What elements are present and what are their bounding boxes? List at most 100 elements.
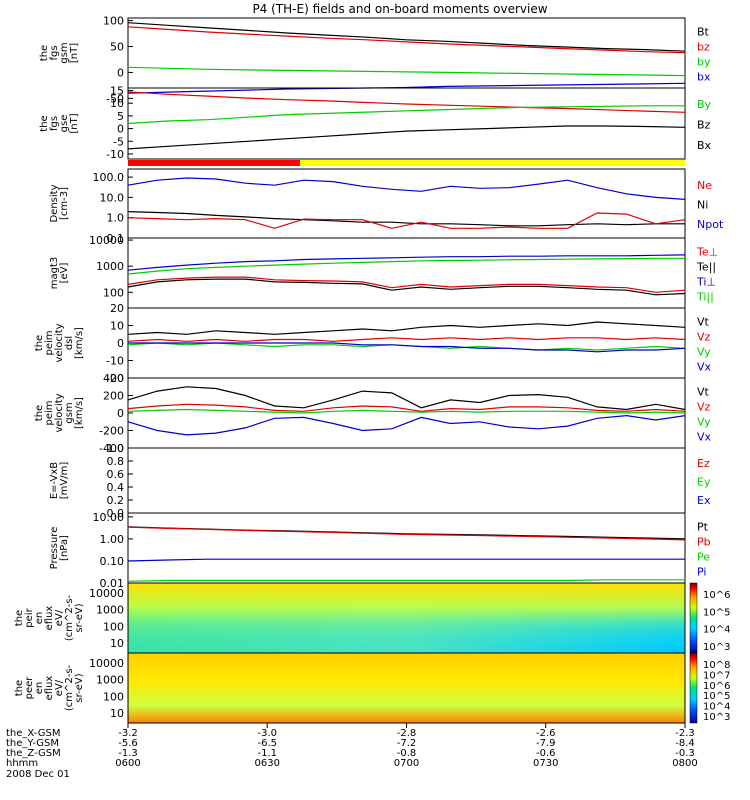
series-Ne (127, 212, 686, 229)
spectrograms-group (127, 582, 698, 724)
panel-fgs_gsm: 100 50 0 -50 the fgs gsm [nT] Bt bz by bx (39, 15, 711, 106)
x-tick-label: 0630 (255, 758, 280, 769)
y-tick-label: 0.4 (107, 481, 125, 494)
y-tick-label: 10 (110, 320, 124, 333)
legend-Ey: Ey (697, 476, 711, 489)
x-tick-label: -5.6 (118, 738, 138, 749)
spectrogram-axes-peir: 10000 1000 100 10 the peir en eflux eV/(cm^2-s-s… (14, 587, 730, 653)
y-tick-label: -5 (113, 135, 124, 148)
legend-Vx: Vx (697, 361, 712, 374)
spectrogram-axes-peer: 10000 1000 100 10 the peer en eflux eV/(cm^2-s-s… (14, 657, 730, 723)
y-axis-label: en (34, 682, 45, 695)
y-tick-label: -10 (106, 148, 124, 161)
colorbar-tick-label: 10^3 (703, 712, 730, 723)
x-axis-row-label: the_Z-GSM (6, 748, 61, 759)
y-tick-label: 100 (103, 286, 124, 299)
y-tick-label: 100.0 (93, 171, 125, 184)
series-Pe (127, 579, 685, 582)
y-tick-label: 10000 (89, 657, 124, 670)
legend-Ex: Ex (697, 494, 711, 507)
y-tick-label: 0 (117, 123, 124, 136)
panel-density: 100.0 10.0 1.0 0.1 Density [cm-3] Ne Ni Npot (49, 168, 724, 245)
series-Vt (127, 386, 686, 411)
y-axis-label: gsm (64, 402, 75, 423)
x-axis-row-label: the_Y-GSM (6, 738, 59, 749)
legend-Vt: Vt (697, 316, 710, 329)
x-tick-label: -0.6 (536, 748, 556, 759)
series-Ti|| (127, 257, 685, 275)
x-axis: the_X-GSM -3.2 -3.0 -2.8 -2.6 -2.3 the_Y-GSM -5… (6, 723, 698, 769)
legend-Vt: Vt (697, 386, 710, 399)
y-tick-label: 0.01 (100, 577, 125, 590)
status-bar-yellow (300, 160, 685, 166)
y-tick-label: 0 (117, 337, 124, 350)
y-tick-label: 400 (103, 372, 124, 385)
colorbar-tick-label: 10^6 (703, 590, 730, 601)
panel-frame (127, 237, 686, 309)
series-Vx (128, 342, 686, 353)
y-tick-label: 10 (110, 97, 124, 110)
y-axis-label: eV/ (54, 679, 65, 696)
y-tick-label: -50 (106, 92, 124, 105)
y-axis-label: the (34, 335, 45, 351)
x-axis-row-label: the_X-GSM (6, 728, 60, 739)
legend-Ti||: Ti|| (696, 291, 714, 304)
y-axis-label: peim (44, 330, 55, 355)
y-axis-label: eV/ (54, 609, 65, 626)
y-axis-label: eflux (44, 606, 55, 631)
legend-Ni: Ni (697, 199, 708, 212)
y-axis-label: [mV/m] (59, 462, 70, 500)
y-axis-label: the (39, 45, 50, 61)
status-bar (128, 160, 685, 166)
legend-Te⊥: Te⊥ (696, 246, 718, 259)
panel-peim_dsl: 20 10 0 -10 -20 the peim velocity dsl [km/s] Vt Vz V… (34, 302, 712, 385)
y-axis-label: the (39, 115, 50, 131)
y-axis-label: [cm-3] (59, 187, 70, 220)
y-axis-label: (cm^2-s- (64, 664, 75, 711)
legend-Te||: Te|| (696, 261, 716, 274)
y-axis-label: E=-VxB (49, 462, 60, 499)
colorbar-tick-label: 10^5 (703, 607, 730, 618)
colorbar-tick-label: 10^5 (703, 691, 730, 702)
legend-Npot: Npot (697, 218, 724, 231)
y-tick-label: 5 (117, 110, 124, 123)
series-Pt (127, 526, 686, 540)
legend-By: By (697, 98, 712, 111)
y-axis-label: fgs (49, 45, 60, 60)
legend-by: by (697, 56, 711, 69)
series-Te|| (127, 278, 686, 296)
colorbar-tick-label: 10^4 (703, 702, 730, 713)
x-axis-row-label: hhmm (6, 758, 38, 769)
series-Pi (127, 558, 685, 562)
x-tick-label: -0.3 (675, 748, 695, 759)
y-tick-label: 0.6 (107, 468, 125, 481)
y-axis-label: the (14, 680, 25, 696)
y-axis-label: [nT] (69, 113, 80, 133)
y-tick-label: 0.1 (107, 232, 125, 245)
colorbar-tick-label: 10^8 (703, 660, 730, 671)
legend-Vz: Vz (697, 401, 711, 414)
series-Pb (127, 526, 686, 541)
series-Vt (127, 321, 686, 335)
x-tick-label: -1.3 (118, 748, 138, 759)
y-axis-label: Density (49, 184, 60, 222)
y-tick-label: 10000 (89, 234, 124, 247)
y-tick-label: 10.0 (100, 191, 125, 204)
y-axis-label: peir (24, 607, 35, 627)
y-tick-label: 10 (110, 707, 124, 720)
y-tick-label: 10.00 (93, 511, 125, 524)
y-tick-label: 0.2 (107, 494, 125, 507)
y-tick-label: 100 (103, 620, 124, 633)
legend-bx: bx (697, 71, 711, 84)
y-axis-label: eflux (44, 676, 55, 701)
y-axis-label: Pressure (49, 527, 60, 570)
y-tick-label: 100 (103, 15, 124, 28)
legend-Pb: Pb (697, 536, 711, 549)
legend-Bt: Bt (697, 26, 710, 39)
y-tick-label: 10000 (89, 587, 124, 600)
series-Ti⊥ (127, 254, 686, 271)
legend-Vx: Vx (697, 431, 712, 444)
colorbar-peir (689, 582, 698, 654)
x-tick-label: -0.8 (397, 748, 417, 759)
